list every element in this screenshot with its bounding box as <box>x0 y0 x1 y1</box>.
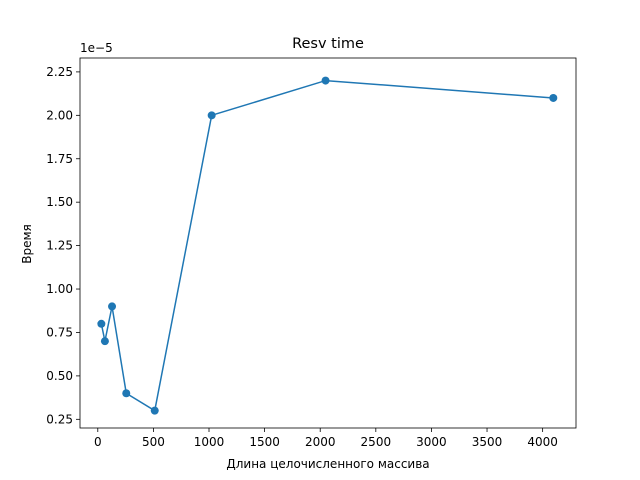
data-point <box>150 406 159 415</box>
data-point <box>108 302 117 311</box>
x-tick-label: 0 <box>94 435 102 449</box>
chart-title: Resv time <box>292 36 364 52</box>
x-tick-label: 3500 <box>472 435 503 449</box>
y-tick-label: 1.00 <box>46 282 73 296</box>
y-tick-label: 0.75 <box>46 325 73 339</box>
data-point <box>97 319 106 328</box>
plot-area: 0 500 1000 1500 2000 2500 3000 3500 4000 0.25 0.50… <box>46 57 577 449</box>
y-tick-label: 0.50 <box>46 369 73 383</box>
data-point <box>207 111 216 120</box>
y-tick-label: 2.00 <box>46 108 73 122</box>
y-tick-label: 1.25 <box>46 239 73 253</box>
data-point <box>100 337 109 346</box>
x-tick-label: 4000 <box>527 435 558 449</box>
data-point <box>549 93 558 102</box>
x-tick-label: 1500 <box>249 435 280 449</box>
x-axis-label: Длина целочисленного массива <box>226 457 429 471</box>
x-tick-label: 3000 <box>416 435 447 449</box>
x-tick-label: 500 <box>142 435 165 449</box>
axes-frame <box>79 57 577 429</box>
y-offset-label: 1e−5 <box>80 41 113 55</box>
y-tick-label: 1.75 <box>46 152 73 166</box>
y-tick-label: 2.25 <box>46 65 73 79</box>
y-tick-label: 1.50 <box>46 195 73 209</box>
y-tick-label: 0.25 <box>46 412 73 426</box>
x-tick-label: 2000 <box>305 435 336 449</box>
series-line <box>100 79 554 412</box>
data-point <box>321 76 330 85</box>
y-axis-label: Время <box>20 224 34 264</box>
data-point <box>122 389 131 398</box>
x-tick-label: 1000 <box>194 435 225 449</box>
x-tick-label: 2500 <box>361 435 392 449</box>
